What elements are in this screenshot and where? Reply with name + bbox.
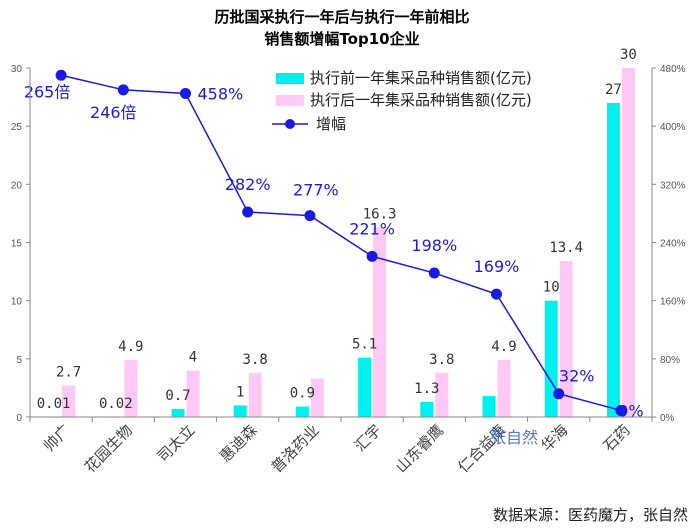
data-label-before: 10 (543, 280, 560, 296)
y-left-tick-label: 10 (11, 297, 23, 308)
growth-point (366, 250, 378, 262)
bar-after (373, 227, 387, 417)
growth-label: 277% (293, 181, 339, 200)
bar-before (482, 396, 496, 417)
x-tick-label: 普洛药业 (268, 421, 323, 476)
bar-after (62, 385, 76, 417)
x-tick-label: 惠迪森 (216, 421, 261, 466)
bar-before (233, 405, 247, 417)
growth-label: 458% (198, 84, 244, 103)
bar-after (621, 68, 635, 417)
growth-point (553, 388, 565, 400)
data-label-after: 4.9 (491, 339, 516, 355)
x-tick-label: 石药 (600, 421, 634, 455)
y-right-tick-label: 240% (660, 239, 686, 250)
growth-point (180, 87, 191, 99)
y-right-tick-label: 400% (660, 122, 686, 133)
legend: 执行前一年集采品种销售额(亿元) 执行后一年集采品种销售额(亿元) 增幅 (272, 69, 532, 133)
legend-swatch-after (276, 95, 304, 106)
bar-after (186, 370, 200, 417)
data-label-after: 4.9 (118, 339, 143, 355)
data-label-before: 5.1 (352, 337, 377, 353)
data-label-before: 0.9 (290, 386, 315, 402)
bar-before (420, 401, 434, 417)
data-label-after: 3.8 (429, 352, 454, 368)
data-label-after: 2.7 (56, 365, 81, 381)
growth-label: 32% (559, 367, 595, 386)
growth-point (117, 84, 129, 96)
bar-after (124, 359, 138, 417)
data-label-before: 0.01 (37, 396, 71, 412)
data-label-after: 13.4 (549, 240, 583, 256)
growth-point (55, 69, 67, 81)
legend-label-growth: 增幅 (316, 115, 346, 133)
bar-before (606, 102, 620, 418)
data-label-before: 0.02 (99, 396, 133, 412)
bar-before (544, 300, 558, 417)
y-right-tick-label: 0% (660, 413, 675, 424)
data-label-before: 0.7 (165, 388, 190, 404)
chart-title-line2: 销售额增幅Top10企业 (264, 30, 419, 48)
growth-label: 246倍 (90, 103, 137, 122)
x-tick-label: 花园生物 (81, 421, 136, 476)
growth-point (242, 206, 254, 218)
data-label-after: 16.3 (363, 206, 397, 222)
source-note: 数据来源：医药魔方，张自然 (493, 506, 688, 524)
growth-point (428, 267, 440, 279)
y-right-tick-label: 320% (660, 180, 686, 191)
watermark: 张自然 (490, 428, 538, 447)
x-tick-label: 汇宇 (351, 421, 385, 455)
data-label-before: 27 (605, 82, 622, 98)
y-right-tick-label: 80% (660, 355, 680, 366)
legend-label-before: 执行前一年集采品种销售额(亿元) (310, 69, 532, 87)
legend-marker-growth (285, 119, 295, 129)
y-right-tick-label: 160% (660, 297, 686, 308)
bar-before (358, 357, 372, 417)
data-label-after: 3.8 (243, 352, 268, 368)
bar-after (435, 372, 449, 417)
bar-after (248, 372, 262, 417)
data-label-after: 4 (189, 349, 197, 365)
y-right-tick-label: 480% (660, 64, 686, 75)
bar-after (559, 261, 573, 417)
chart-title-line1: 历批国采执行一年后与执行一年前相比 (214, 8, 469, 26)
growth-label: 282% (225, 175, 271, 194)
y-left-tick-label: 25 (11, 122, 23, 133)
y-left-tick-label: 0 (16, 413, 22, 424)
bar-after (310, 378, 324, 417)
growth-label: 221% (349, 219, 395, 238)
y-left-tick-label: 20 (11, 180, 23, 191)
growth-label: 265倍 (24, 82, 71, 101)
growth-label: 169% (474, 257, 520, 276)
growth-line (60, 74, 622, 412)
y-left-tick-label: 5 (16, 355, 22, 366)
growth-label: 9% (618, 401, 643, 420)
x-tick-label: 华海 (538, 421, 572, 455)
growth-point (304, 210, 316, 222)
legend-swatch-before (276, 73, 304, 84)
bar-before (295, 406, 309, 417)
y-left-tick-label: 15 (11, 239, 23, 250)
bar-after (497, 359, 511, 417)
legend-label-after: 执行后一年集采品种销售额(亿元) (310, 91, 532, 109)
x-tick-label: 山东睿鹰 (392, 421, 447, 476)
data-label-after: 30 (620, 47, 637, 63)
data-label-before: 1.3 (414, 381, 439, 397)
x-tick-label: 帅广 (40, 421, 74, 455)
growth-point (615, 404, 627, 416)
y-left-tick-label: 30 (11, 64, 23, 75)
bar-before (171, 408, 185, 417)
x-tick-label: 司太立 (154, 421, 199, 466)
growth-point (491, 288, 502, 300)
growth-label: 198% (411, 236, 457, 255)
data-label-before: 1 (236, 384, 244, 400)
